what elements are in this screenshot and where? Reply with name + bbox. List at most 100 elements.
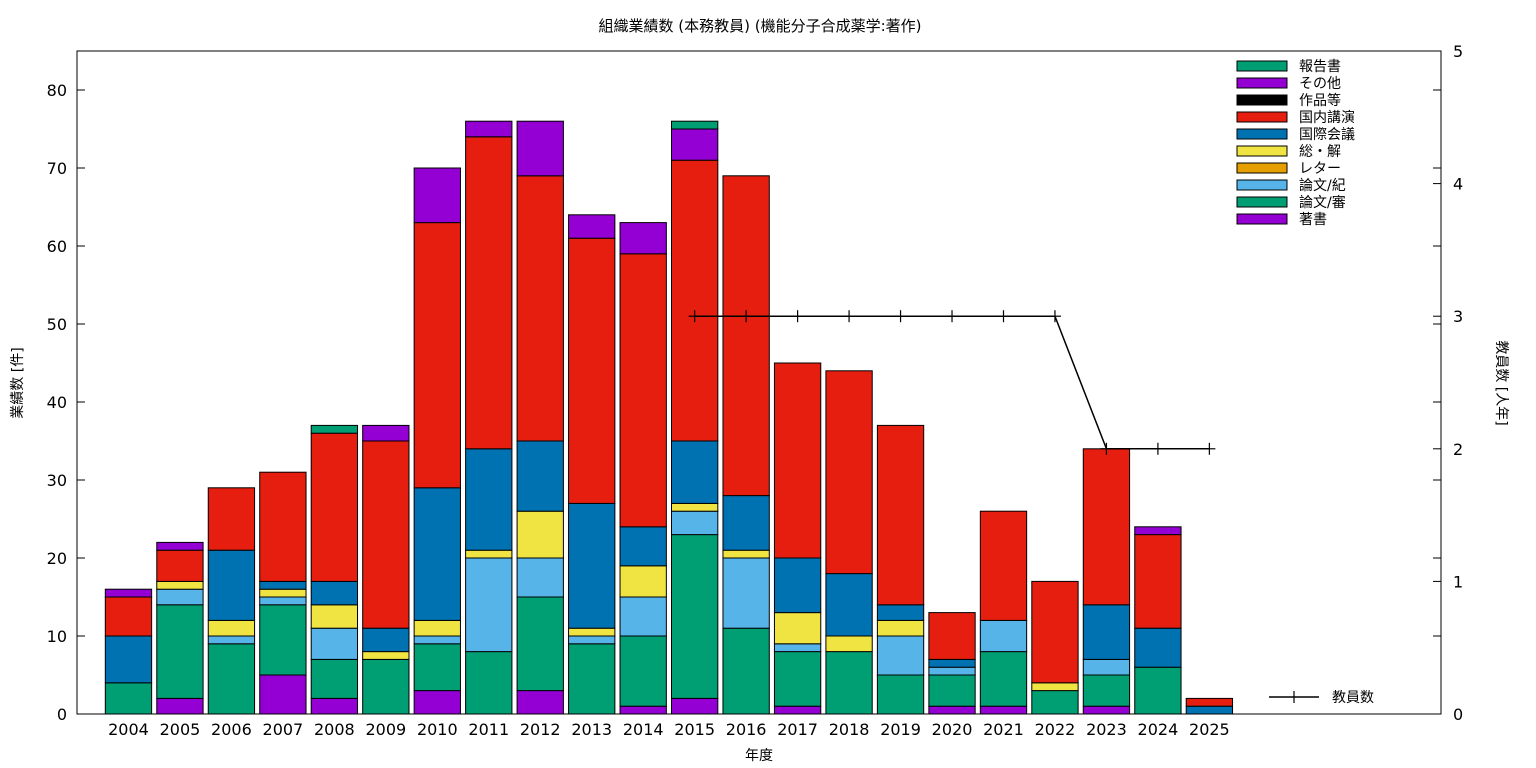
bar-2005-series-0 (156, 697, 204, 715)
bar-2014-series-1 (619, 635, 667, 707)
x-tick-label: 2006 (211, 720, 252, 739)
x-tick-label: 2017 (777, 720, 818, 739)
y-tick-label: 70 (47, 159, 67, 178)
plot-frame (76, 50, 1442, 715)
bar-2023-series-1 (1082, 674, 1131, 707)
bar-2015-series-2 (671, 510, 719, 536)
bar-2005-series-6 (156, 549, 204, 582)
bar-2017-series-0 (773, 705, 822, 715)
bar-2019-series-4 (876, 619, 925, 637)
line-layer (688, 310, 1216, 455)
x-tick-label: 2010 (417, 720, 458, 739)
bar-2019-series-1 (876, 674, 925, 715)
bar-2020-series-5 (928, 658, 976, 668)
y2-tick-label: 2 (1453, 440, 1463, 459)
legend-swatch (1236, 111, 1288, 123)
bar-2005-series-1 (156, 604, 204, 699)
bar-2008-series-0 (310, 697, 359, 715)
bar-2005-series-8 (156, 541, 204, 551)
bar-2012-series-6 (516, 175, 564, 442)
y-tick-label: 0 (57, 705, 67, 724)
bar-2024-series-1 (1134, 666, 1182, 715)
bar-2014-series-5 (619, 526, 667, 567)
bar-2010-series-4 (413, 619, 461, 637)
bar-2012-series-2 (516, 557, 564, 598)
x-tick-label: 2021 (983, 720, 1024, 739)
bar-2007-series-5 (259, 580, 307, 590)
y2-tick-label: 3 (1453, 307, 1463, 326)
bar-2020-series-2 (928, 666, 976, 676)
x-tick-label: 2016 (726, 720, 767, 739)
bar-2019-series-2 (876, 635, 925, 676)
bar-2006-series-4 (207, 619, 256, 637)
y-tick-label: 40 (47, 393, 67, 412)
bar-2004-series-1 (104, 682, 153, 715)
x-tick-label: 2025 (1189, 720, 1230, 739)
bar-2012-series-8 (516, 120, 564, 177)
bar-2016-series-5 (722, 495, 770, 551)
bar-2017-series-4 (773, 612, 822, 645)
bar-2010-series-5 (413, 487, 461, 621)
bar-2009-series-5 (362, 627, 410, 653)
bar-2013-series-1 (568, 643, 616, 715)
bar-2017-series-6 (773, 362, 822, 559)
legend-label: 論文/紀 (1299, 178, 1346, 194)
bar-2008-series-6 (310, 432, 359, 582)
legend-label: 報告書 (1299, 59, 1341, 75)
bar-2015-series-6 (671, 159, 719, 442)
staff-count-line (694, 315, 1210, 450)
x-tick-label: 2004 (108, 720, 149, 739)
bar-2009-series-1 (362, 658, 410, 715)
legend-swatch (1236, 162, 1288, 174)
bar-2011-series-6 (465, 136, 513, 450)
legend-swatch (1236, 213, 1288, 225)
legend-label: レター (1299, 161, 1341, 177)
bar-2005-series-4 (156, 580, 204, 590)
bar-2018-series-5 (825, 573, 873, 637)
y2-tick-label: 5 (1453, 42, 1463, 61)
bar-2018-series-4 (825, 635, 873, 653)
bar-2017-series-2 (773, 643, 822, 653)
bar-2006-series-2 (207, 635, 256, 645)
bar-2004-series-5 (104, 635, 153, 684)
bar-2008-series-5 (310, 580, 359, 606)
bar-2021-series-1 (979, 651, 1028, 707)
x-tick-label: 2005 (160, 720, 201, 739)
bar-2015-series-4 (671, 502, 719, 512)
bar-2010-series-1 (413, 643, 461, 692)
bar-2016-series-1 (722, 627, 770, 715)
bar-2011-series-8 (465, 120, 513, 138)
bar-2009-series-6 (362, 440, 410, 629)
bar-2021-series-6 (979, 510, 1028, 621)
x-tick-label: 2013 (571, 720, 612, 739)
legend-label: 国内講演 (1299, 110, 1355, 126)
x-tick-label: 2019 (880, 720, 921, 739)
x-tick-label: 2008 (314, 720, 355, 739)
x-tick-label: 2023 (1086, 720, 1127, 739)
x-tick-label: 2009 (365, 720, 406, 739)
bar-2020-series-6 (928, 612, 976, 660)
bar-2012-series-1 (516, 596, 564, 692)
bar-2022-series-4 (1031, 682, 1079, 692)
y2-tick-label: 0 (1453, 705, 1463, 724)
bar-2014-series-0 (619, 705, 667, 715)
bar-2013-series-5 (568, 502, 616, 629)
y-tick-label: 10 (47, 627, 67, 646)
bar-2019-series-5 (876, 604, 925, 621)
bar-2007-series-6 (259, 471, 307, 582)
bar-2015-series-1 (671, 534, 719, 699)
y-tick-label: 50 (47, 315, 67, 334)
bar-2015-series-8 (671, 128, 719, 161)
bar-2007-series-1 (259, 604, 307, 676)
bar-2012-series-5 (516, 440, 564, 512)
bar-2009-series-8 (362, 424, 410, 442)
legend-label: 国際会議 (1299, 126, 1355, 143)
bar-2016-series-4 (722, 549, 770, 559)
legend-swatch (1236, 94, 1288, 106)
bar-2014-series-2 (619, 596, 667, 637)
y-tick-label: 20 (47, 549, 67, 568)
bar-2011-series-2 (465, 557, 513, 653)
bar-2023-series-6 (1082, 448, 1131, 606)
bar-2015-series-5 (671, 440, 719, 504)
